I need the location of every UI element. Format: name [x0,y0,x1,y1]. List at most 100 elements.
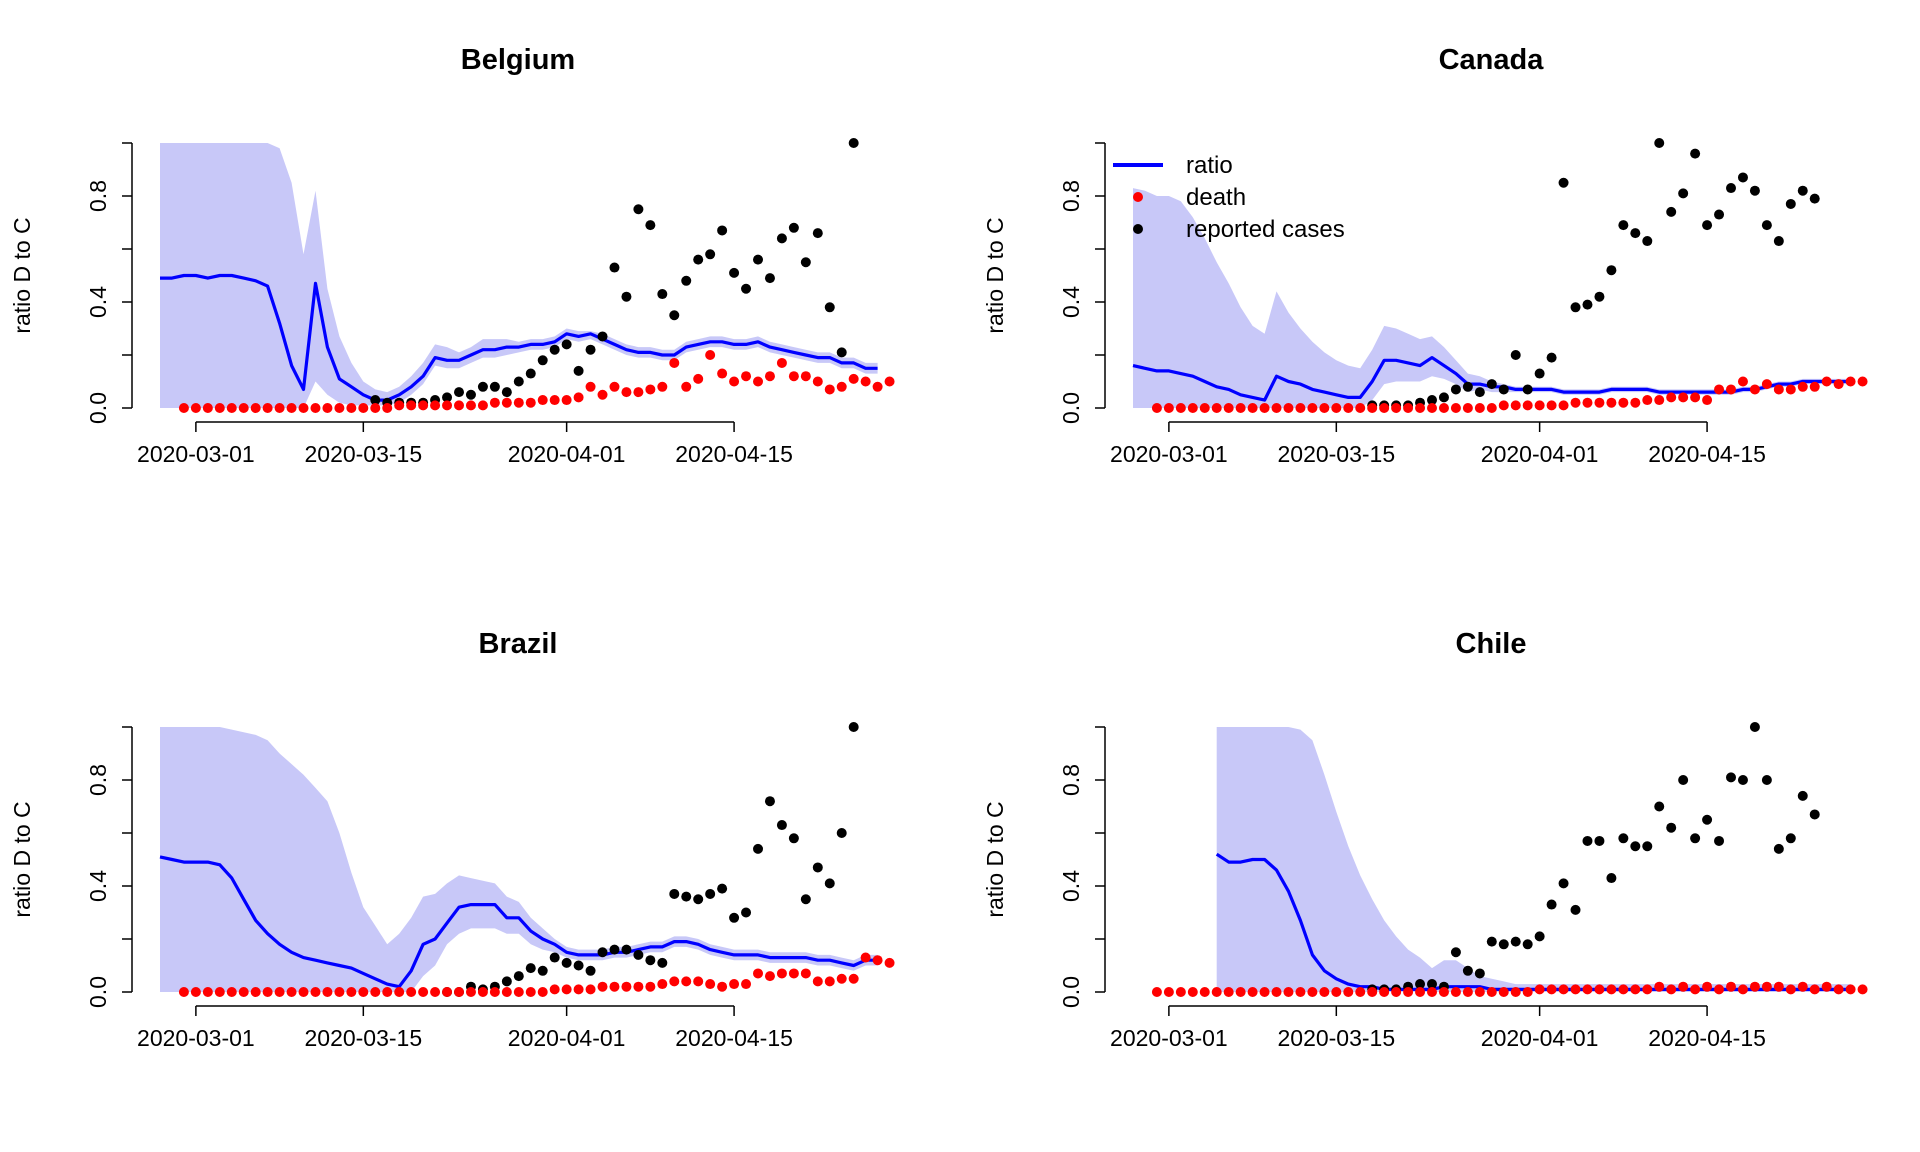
death-point [214,987,225,997]
reported-cases-point [1415,979,1426,990]
reported-cases-point [1606,265,1617,276]
reported-cases-point [1785,198,1796,209]
death-point [848,373,859,384]
death-point [322,403,333,413]
death-point [1331,987,1342,997]
death-point [1403,403,1414,413]
reported-cases-point [1534,368,1545,379]
death-point [1558,400,1569,411]
reported-cases-point [585,344,596,355]
death-point [1714,984,1725,995]
death-point [1522,987,1533,997]
reported-cases-point [585,965,596,976]
death-point [1594,984,1605,995]
legend-label-death: death [1186,184,1246,211]
reported-cases-point [1702,220,1713,231]
death-point [717,368,728,379]
death-point [1594,397,1605,408]
y-tick-label: 0.8 [85,180,111,212]
reported-cases-point [1666,822,1677,833]
death-point [178,987,189,997]
x-tick-label: 2020-04-15 [1648,1025,1766,1051]
x-tick-label: 2020-03-15 [1277,1025,1395,1051]
death-point [214,403,225,413]
x-tick-label: 2020-04-01 [1481,441,1599,467]
reported-cases-point [776,820,787,831]
death-point [1415,987,1426,997]
reported-cases-point [1450,384,1461,395]
death-point [1211,403,1222,413]
death-point [286,987,297,997]
death-point [1498,987,1509,997]
death-point [370,403,381,413]
death-point [1534,400,1545,411]
reported-cases-point [753,254,763,265]
death-point [513,987,524,997]
death-point [1199,403,1210,413]
death-point [465,987,476,997]
death-point [346,987,357,997]
death-point [513,397,524,408]
death-point [346,403,357,413]
reported-cases-point [1438,392,1449,403]
chart-panel-chile: Chile ratio D to C 0.0 0.4 0.8 2020-03-01 2020… [982,628,1868,1051]
death-point [1546,400,1557,411]
reported-cases-point [1761,220,1772,231]
reported-cases-point [753,843,763,854]
reported-cases-point [1678,188,1689,199]
reported-cases-point [561,339,572,350]
death-point [1606,397,1617,408]
death-point [549,984,560,995]
reported-cases-point [1773,843,1784,854]
death-point [1175,403,1186,413]
reported-cases-point [764,796,775,807]
reported-cases-point [597,947,608,958]
reported-cases-point [657,289,668,300]
death-point [872,955,883,966]
y-axis-label: ratio D to C [982,217,1008,333]
death-point [1415,403,1426,413]
death-point [860,952,871,963]
reported-cases-point [741,907,752,918]
reported-cases-point [693,254,704,265]
death-point [1151,403,1162,413]
death-point [1558,984,1569,995]
reported-cases-point [669,888,680,899]
chart-panel-canada: Canada ratio D to C 0.0 0.4 0.8 2020-03-01 202… [982,44,1868,467]
death-point [1666,984,1677,995]
x-tick-label: 2020-03-01 [1110,1025,1228,1051]
death-point [1857,984,1868,995]
reported-cases-point [501,976,512,987]
reported-cases-point [1773,236,1784,247]
death-point [430,400,441,411]
legend-death-swatch [1133,192,1143,202]
reported-cases-point [513,376,524,387]
death-point [741,979,752,990]
reported-cases-point [1606,873,1617,884]
death-point [800,968,811,979]
death-point [454,400,464,411]
death-point [1343,987,1354,997]
death-point [1666,392,1677,403]
death-point [1211,987,1222,997]
death-point [717,981,728,992]
death-point [310,987,321,997]
reported-cases-point [1558,177,1569,188]
x-tick-label: 2020-04-01 [508,441,626,467]
reported-cases-point [1594,291,1605,302]
death-point [1235,987,1246,997]
x-tick-label: 2020-04-01 [508,1025,626,1051]
death-point [1797,381,1808,392]
death-point [1319,987,1330,997]
death-point [824,976,835,987]
death-point [705,350,716,360]
death-point [645,384,656,395]
y-tick-label: 0.4 [85,286,111,318]
reported-cases-point [1486,379,1497,390]
death-point [286,403,297,413]
death-point [1462,403,1473,413]
reported-cases-point [370,395,381,406]
death-point [1462,987,1473,997]
death-point [609,381,620,392]
death-point [1726,981,1736,992]
